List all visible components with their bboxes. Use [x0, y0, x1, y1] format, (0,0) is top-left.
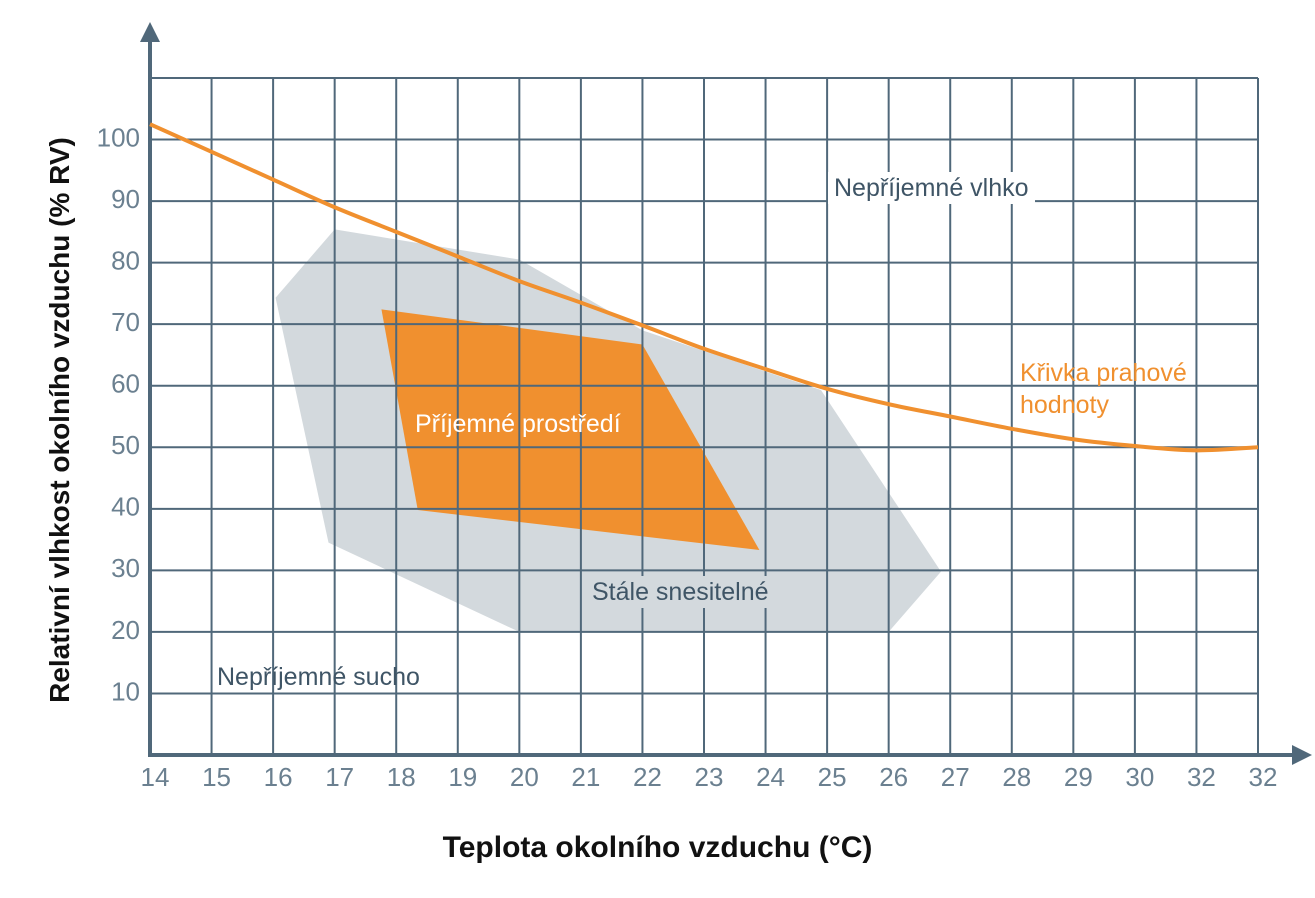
series-line [149, 122, 1259, 453]
y-tick-label: 50 [111, 430, 140, 460]
series-label: Křivka prahové hodnoty [1020, 359, 1187, 419]
x-tick-label: 20 [510, 762, 539, 792]
x-tick-label: 21 [571, 762, 600, 792]
annotation: Nepříjemné vlhko [828, 172, 1035, 204]
x-tick-label: 32 [1249, 762, 1278, 792]
x-tick-label: 23 [695, 762, 724, 792]
y-tick-label: 80 [111, 246, 140, 276]
x-tick-label: 14 [141, 762, 170, 792]
x-tick-label: 28 [1002, 762, 1031, 792]
y-tick-label: 60 [111, 369, 140, 399]
x-tick-label: 16 [264, 762, 293, 792]
y-axis-title: Relativní vlhkost okolního vzduchu (% RV… [44, 137, 75, 703]
x-tick-label: 24 [756, 762, 785, 792]
x-tick-label: 15 [202, 762, 231, 792]
x-tick-label: 29 [1064, 762, 1093, 792]
y-tick-label: 10 [111, 676, 140, 706]
y-tick-label: 70 [111, 307, 140, 337]
y-tick-label: 20 [111, 615, 140, 645]
x-axis-title: Teplota okolního vzduchu (°C) [442, 831, 873, 864]
y-axis-arrow [140, 22, 160, 42]
region [381, 309, 760, 551]
y-tick-label: 40 [111, 492, 140, 522]
y-tick-label: 90 [111, 184, 140, 214]
y-tick-label: 100 [97, 122, 140, 152]
x-tick-label: 32 [1187, 762, 1216, 792]
region-label: Stále snesitelné [584, 576, 777, 608]
x-tick-label: 19 [448, 762, 477, 792]
x-tick-label: 30 [1125, 762, 1154, 792]
region-label: Příjemné prostředí [415, 410, 621, 438]
x-tick-label: 26 [879, 762, 908, 792]
x-tick-label: 18 [387, 762, 416, 792]
x-tick-label: 25 [818, 762, 847, 792]
x-tick-label: 27 [941, 762, 970, 792]
x-tick-label: 22 [633, 762, 662, 792]
annotation: Nepříjemné sucho [217, 663, 420, 691]
y-tick-label: 30 [111, 553, 140, 583]
x-tick-label: 17 [325, 762, 354, 792]
x-axis-arrow [1292, 745, 1312, 765]
